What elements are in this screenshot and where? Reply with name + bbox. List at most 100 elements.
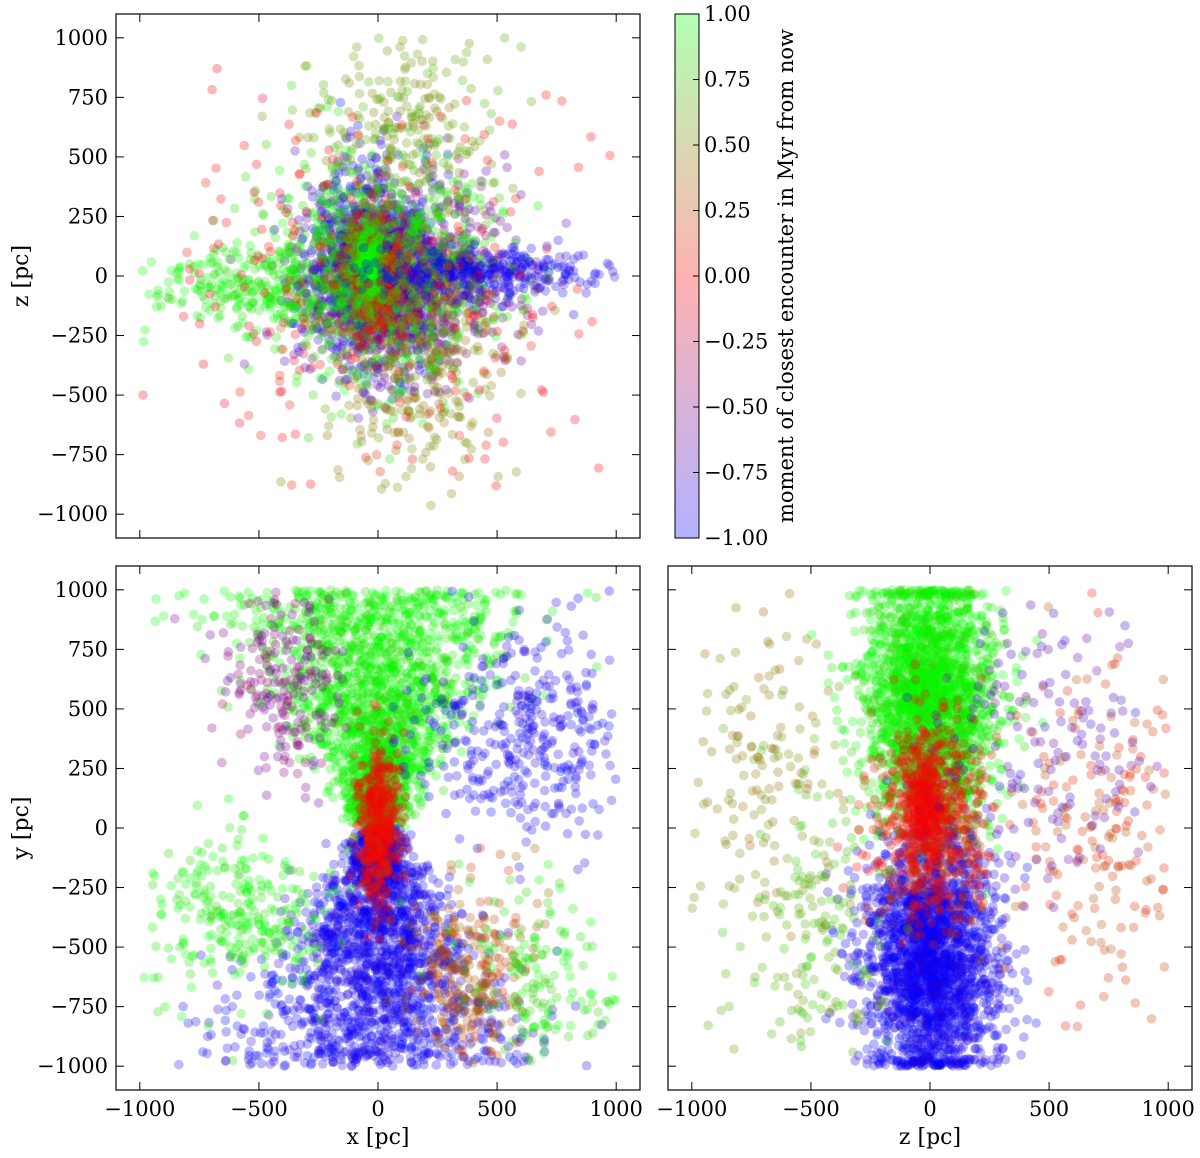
scatter-point: [407, 290, 418, 301]
scatter-point: [336, 308, 347, 319]
scatter-point: [356, 324, 367, 334]
scatter-point: [526, 96, 537, 107]
scatter-point: [339, 285, 350, 296]
scatter-point: [406, 282, 416, 293]
scatter-point: [340, 253, 351, 264]
scatter-point: [450, 386, 461, 396]
scatter-point: [275, 200, 286, 211]
scatter-point: [411, 296, 421, 307]
scatter-point: [530, 284, 541, 295]
scatter-point: [358, 207, 369, 218]
scatter-point: [401, 471, 411, 482]
scatter-point: [421, 447, 431, 458]
scatter-point: [363, 245, 373, 256]
scatter-point: [355, 254, 365, 265]
scatter-point: [336, 284, 347, 295]
scatter-point: [353, 323, 364, 334]
scatter-point: [289, 303, 299, 314]
scatter-point: [270, 232, 281, 243]
scatter-point: [174, 263, 184, 274]
scatter-point: [527, 309, 538, 320]
scatter-point: [351, 261, 361, 272]
scatter-point: [367, 151, 377, 162]
scatter-point: [350, 277, 360, 287]
scatter-point: [374, 245, 385, 256]
scatter-point: [375, 263, 386, 274]
scatter-point: [399, 268, 410, 279]
scatter-point: [541, 90, 551, 100]
scatter-point: [356, 361, 367, 371]
scatter-point: [385, 214, 395, 224]
scatter-point: [397, 220, 407, 231]
scatter-point: [356, 295, 366, 306]
scatter-point: [364, 244, 375, 254]
scatter-point: [346, 228, 357, 239]
scatter-point: [388, 287, 399, 298]
scatter-point: [415, 320, 426, 330]
scatter-point: [231, 247, 242, 257]
scatter-point: [449, 234, 459, 245]
scatter-point: [286, 80, 297, 91]
scatter-point: [415, 354, 425, 365]
scatter-point: [458, 57, 469, 67]
scatter-point: [280, 278, 291, 288]
scatter-point: [325, 293, 335, 304]
scatter-point: [336, 343, 347, 353]
scatter-point: [363, 291, 374, 301]
scatter-point: [334, 264, 345, 275]
scatter-point: [381, 328, 392, 338]
scatter-point: [236, 269, 247, 280]
scatter-point: [361, 183, 372, 194]
scatter-point: [367, 149, 377, 160]
scatter-point: [370, 252, 381, 263]
scatter-point: [349, 233, 359, 244]
scatter-point: [332, 297, 342, 308]
scatter-point: [310, 282, 321, 292]
scatter-point: [350, 180, 361, 191]
scatter-point: [397, 315, 408, 326]
scatter-point: [402, 263, 413, 273]
scatter-point: [327, 216, 337, 226]
scatter-point: [356, 303, 367, 314]
scatter-point: [322, 319, 332, 329]
scatter-point: [315, 188, 325, 198]
scatter-point: [379, 267, 389, 277]
scatter-point: [335, 294, 346, 305]
scatter-point: [369, 262, 380, 273]
scatter-point: [373, 168, 384, 178]
scatter-point: [363, 338, 374, 349]
scatter-point: [389, 254, 400, 265]
y-tick-label: 750: [68, 85, 108, 109]
scatter-point: [354, 284, 364, 295]
scatter-point: [429, 330, 440, 341]
scatter-point: [325, 264, 335, 274]
scatter-point: [435, 188, 446, 198]
scatter-point: [351, 309, 362, 320]
scatter-point: [468, 192, 479, 202]
scatter-point: [416, 258, 427, 269]
scatter-point: [394, 335, 404, 346]
scatter-point: [408, 217, 419, 227]
scatter-point: [382, 272, 393, 283]
scatter-point: [363, 325, 374, 335]
scatter-point: [395, 296, 406, 307]
scatter-point: [363, 278, 374, 289]
scatter-point: [355, 242, 366, 252]
scatter-point: [329, 185, 339, 195]
scatter-point: [317, 212, 328, 223]
scatter-point: [375, 250, 386, 260]
scatter-point: [366, 187, 377, 197]
scatter-point: [437, 344, 448, 355]
scatter-point: [416, 228, 427, 239]
scatter-point: [339, 271, 349, 282]
scatter-point: [342, 243, 353, 254]
scatter-point: [379, 224, 390, 235]
scatter-point: [301, 307, 311, 317]
scatter-point: [406, 463, 417, 474]
scatter-point: [349, 285, 359, 296]
scatter-point: [417, 321, 427, 331]
scatter-point: [417, 56, 427, 66]
scatter-point: [405, 229, 416, 240]
scatter-point: [317, 249, 327, 260]
scatter-point: [342, 351, 353, 362]
